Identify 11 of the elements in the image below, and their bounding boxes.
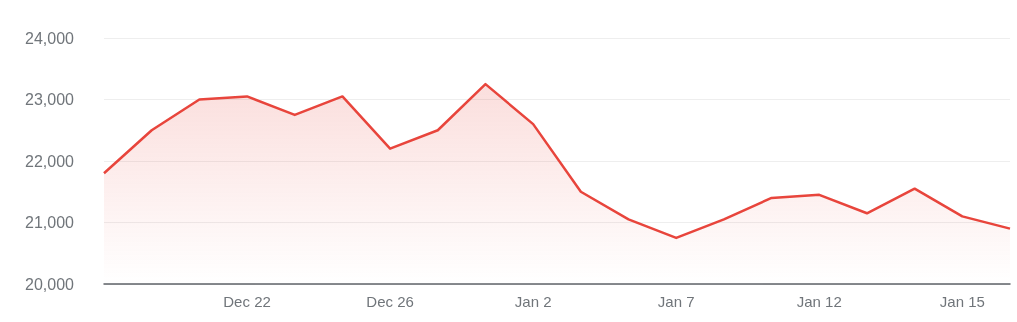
y-tick-label: 23,000 xyxy=(25,91,75,108)
x-tick-label: Dec 22 xyxy=(223,293,271,310)
y-tick-label: 21,000 xyxy=(25,214,75,231)
y-tick-label: 22,000 xyxy=(25,152,75,170)
x-tick-label: Jan 12 xyxy=(796,293,842,310)
y-tick-label: 20,000 xyxy=(25,275,75,293)
y-tick-label: 24,000 xyxy=(25,29,75,47)
x-tick-label: Jan 2 xyxy=(514,293,552,310)
x-tick-label: Jan 7 xyxy=(657,293,695,310)
x-tick-label: Dec 26 xyxy=(366,293,414,310)
x-tick-label: Jan 15 xyxy=(939,293,985,310)
